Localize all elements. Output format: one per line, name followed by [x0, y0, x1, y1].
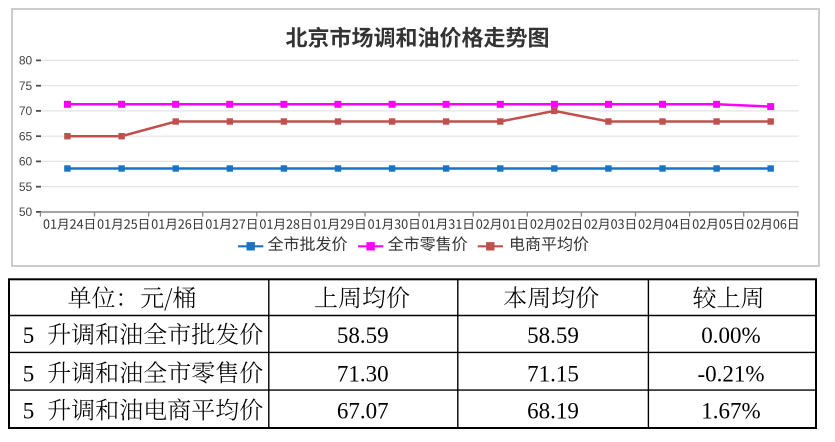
svg-text:71.15: 71.15	[527, 362, 579, 387]
svg-text:50: 50	[19, 205, 33, 219]
svg-text:5: 5	[23, 362, 35, 387]
svg-text:68.19: 68.19	[527, 399, 579, 424]
svg-text:67.07: 67.07	[337, 399, 389, 424]
svg-text:55: 55	[19, 180, 33, 194]
svg-text:60: 60	[19, 155, 33, 169]
svg-text:75: 75	[19, 79, 33, 93]
svg-text:65: 65	[19, 130, 33, 144]
svg-text:-0.21%: -0.21%	[697, 362, 764, 387]
svg-text:80: 80	[19, 54, 33, 68]
svg-text:5: 5	[23, 323, 35, 348]
svg-text:58.59: 58.59	[337, 323, 389, 348]
svg-text:1.67%: 1.67%	[701, 399, 760, 424]
svg-text:0.00%: 0.00%	[701, 323, 760, 348]
svg-text:5: 5	[23, 399, 35, 424]
svg-text:71.30: 71.30	[337, 362, 389, 387]
svg-text:70: 70	[19, 104, 33, 118]
svg-text:58.59: 58.59	[527, 323, 579, 348]
